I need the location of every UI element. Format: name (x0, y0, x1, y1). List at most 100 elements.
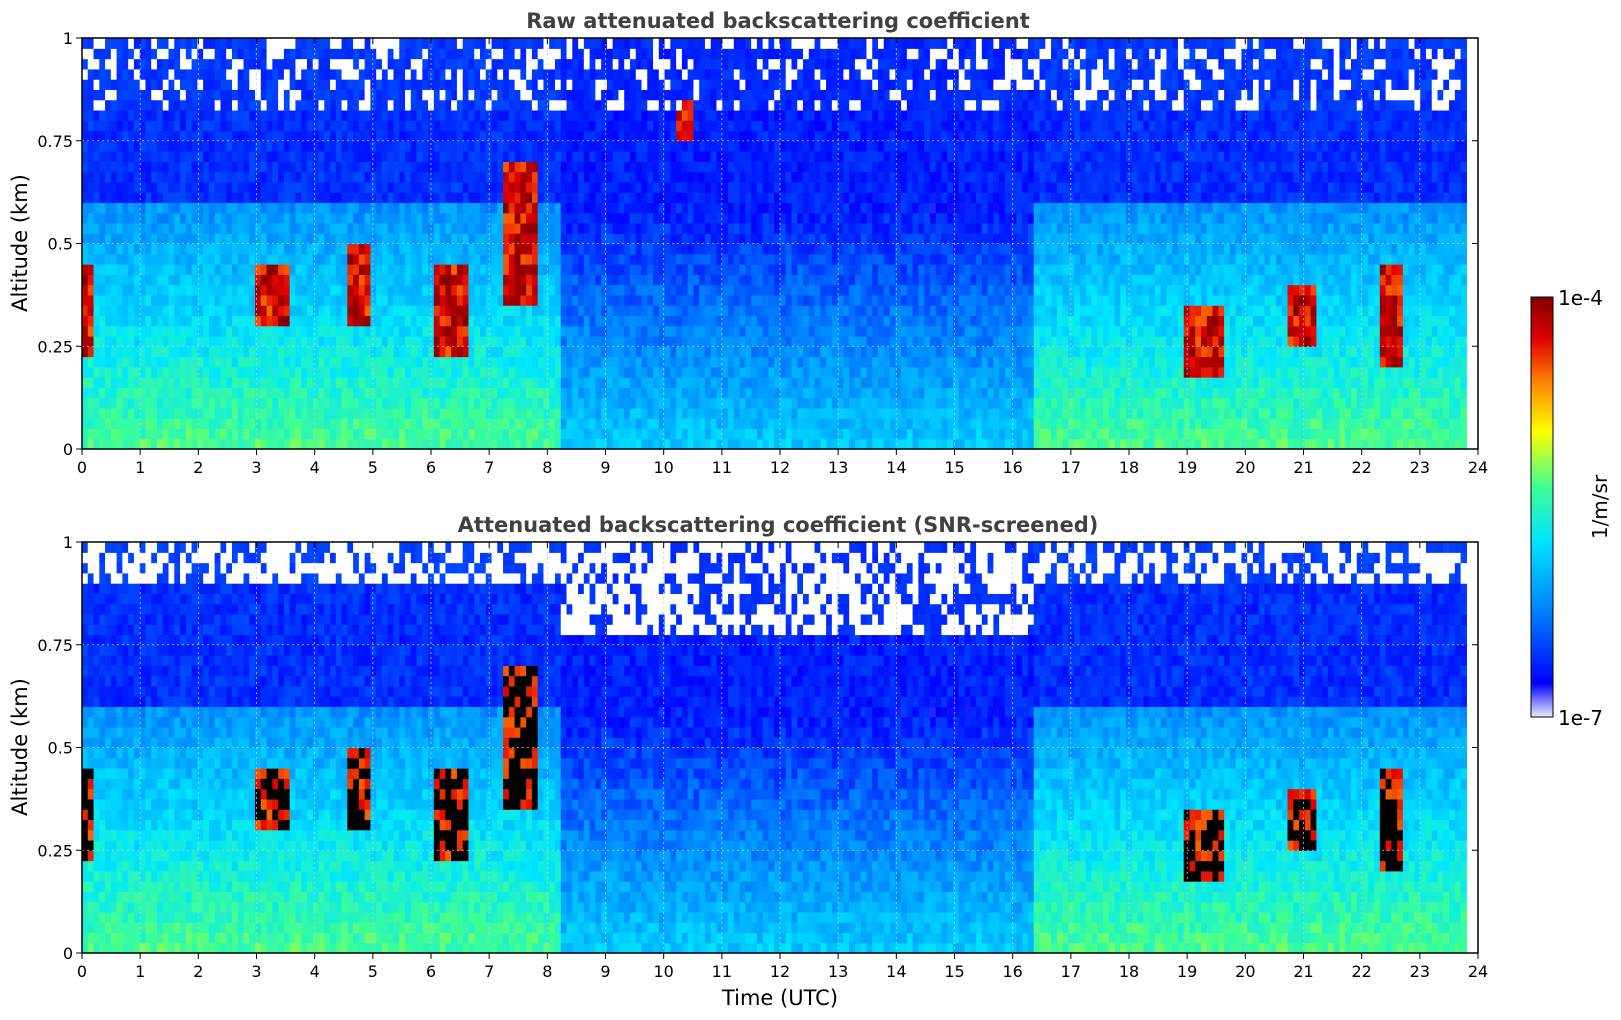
heat-cell (463, 295, 469, 306)
heat-cell (94, 192, 100, 203)
heat-cell (399, 326, 405, 337)
heat-cell (520, 223, 526, 234)
heat-cell (353, 305, 359, 316)
heat-cell (538, 439, 544, 450)
heat-cell (359, 161, 365, 172)
heat-cell (411, 387, 417, 398)
heat-cell (543, 110, 549, 121)
heat-cell (319, 315, 325, 326)
heat-cell (88, 223, 94, 234)
heat-cell (411, 48, 417, 59)
heat-cell (151, 367, 157, 378)
heat-cell (342, 110, 348, 121)
heat-cell (393, 120, 399, 131)
heat-cell (94, 418, 100, 429)
heat-cell (342, 244, 348, 255)
heat-cell (474, 295, 480, 306)
heat-cell (307, 130, 313, 141)
heat-cell (272, 213, 278, 224)
heat-cell (359, 377, 365, 388)
heat-cell (307, 79, 313, 90)
heat-cell (117, 213, 123, 224)
heat-cell (538, 285, 544, 296)
heat-cell (128, 418, 134, 429)
heat-cell (330, 192, 336, 203)
heat-cell (532, 38, 538, 49)
heat-cell (174, 315, 180, 326)
heat-cell (376, 408, 382, 419)
heat-cell (261, 161, 267, 172)
heat-cell (336, 233, 342, 244)
heat-cell (157, 100, 163, 111)
heat-cell (244, 172, 250, 183)
heat-cell (99, 398, 105, 409)
heat-cell (163, 367, 169, 378)
heat-cell (134, 274, 140, 285)
heat-cell (319, 264, 325, 275)
heat-cell (209, 151, 215, 162)
heat-cell (249, 357, 255, 368)
heat-cell (134, 172, 140, 183)
heat-cell (324, 38, 330, 49)
heat-cell (255, 120, 261, 131)
heat-cell (342, 192, 348, 203)
heat-cell (238, 192, 244, 203)
heat-cell (405, 439, 411, 450)
heat-cell (267, 326, 273, 337)
heat-cell (457, 336, 463, 347)
heat-cell (163, 192, 169, 203)
heat-cell (215, 233, 221, 244)
heat-cell (532, 192, 538, 203)
heat-cell (278, 141, 284, 152)
heat-cell (463, 274, 469, 285)
heat-cell (284, 398, 290, 409)
heat-cell (157, 326, 163, 337)
heat-cell (440, 428, 446, 439)
heat-cell (174, 285, 180, 296)
heat-cell (347, 141, 353, 152)
heat-cell (272, 408, 278, 419)
heat-cell (515, 346, 521, 357)
heat-cell (515, 398, 521, 409)
heat-cell (417, 151, 423, 162)
heat-cell (543, 172, 549, 183)
heat-cell (238, 79, 244, 90)
heat-cell (353, 264, 359, 275)
heat-cell (145, 357, 151, 368)
heat-cell (215, 377, 221, 388)
heat-cell (82, 151, 88, 162)
heat-cell (515, 285, 521, 296)
heat-cell (278, 418, 284, 429)
heat-cell (244, 285, 250, 296)
heat-cell (405, 38, 411, 49)
heat-cell (463, 182, 469, 193)
heat-cell (128, 285, 134, 296)
heat-cell (405, 130, 411, 141)
heat-cell (480, 398, 486, 409)
heat-cell (261, 130, 267, 141)
heat-cell (342, 387, 348, 398)
heat-cell (255, 264, 261, 275)
heat-cell (336, 346, 342, 357)
heat-cell (503, 285, 509, 296)
heat-cell (88, 213, 94, 224)
heat-cell (186, 182, 192, 193)
heat-cell (174, 418, 180, 429)
heat-cell (122, 336, 128, 347)
heat-cell (463, 172, 469, 183)
heat-cell (220, 439, 226, 450)
heat-cell (382, 439, 388, 450)
heat-cell (405, 387, 411, 398)
heat-cell (411, 130, 417, 141)
heat-cell (388, 285, 394, 296)
heat-cell (140, 315, 146, 326)
heat-cell (445, 295, 451, 306)
heat-cell (94, 202, 100, 213)
heat-cell (376, 439, 382, 450)
heat-cell (111, 59, 117, 70)
heat-cell (319, 130, 325, 141)
heat-cell (480, 48, 486, 59)
heat-cell (497, 264, 503, 275)
heat-cell (440, 305, 446, 316)
heat-cell (215, 182, 221, 193)
